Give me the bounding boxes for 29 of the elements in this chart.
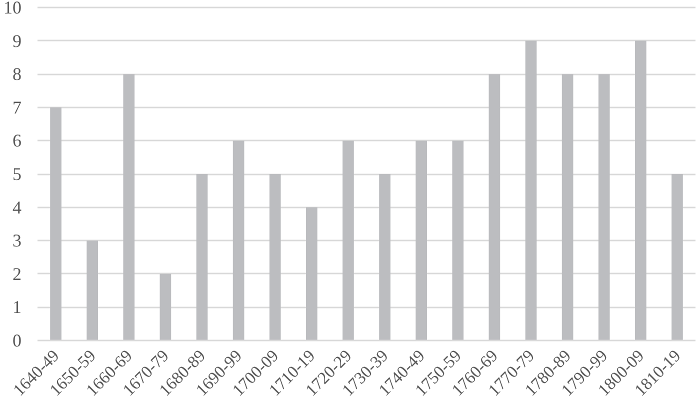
y-tick-label: 7 bbox=[12, 97, 22, 118]
y-tick-label: 2 bbox=[12, 264, 22, 284]
bar bbox=[379, 174, 390, 340]
bar bbox=[86, 240, 98, 340]
bar bbox=[672, 174, 683, 340]
bar bbox=[635, 40, 646, 340]
y-tick-label: 9 bbox=[12, 30, 22, 51]
y-tick-label: 0 bbox=[12, 330, 22, 350]
bar bbox=[452, 140, 464, 340]
bar bbox=[488, 74, 500, 340]
bar bbox=[123, 74, 135, 340]
y-tick-label: 5 bbox=[12, 164, 22, 184]
y-tick-label: 10 bbox=[4, 0, 22, 18]
bar bbox=[306, 207, 318, 340]
bar bbox=[160, 274, 172, 340]
bar bbox=[598, 74, 610, 340]
y-tick-label: 3 bbox=[12, 230, 22, 251]
bar bbox=[342, 140, 354, 340]
bar bbox=[196, 174, 208, 340]
bar bbox=[232, 140, 244, 340]
bar bbox=[562, 74, 574, 340]
y-tick-label: 8 bbox=[12, 64, 22, 84]
bar bbox=[269, 174, 281, 340]
y-tick-label: 6 bbox=[12, 130, 22, 151]
bar bbox=[50, 107, 62, 340]
y-tick-label: 4 bbox=[12, 197, 22, 218]
y-tick-label: 1 bbox=[12, 297, 22, 318]
bar bbox=[416, 140, 427, 340]
bar bbox=[525, 40, 537, 340]
